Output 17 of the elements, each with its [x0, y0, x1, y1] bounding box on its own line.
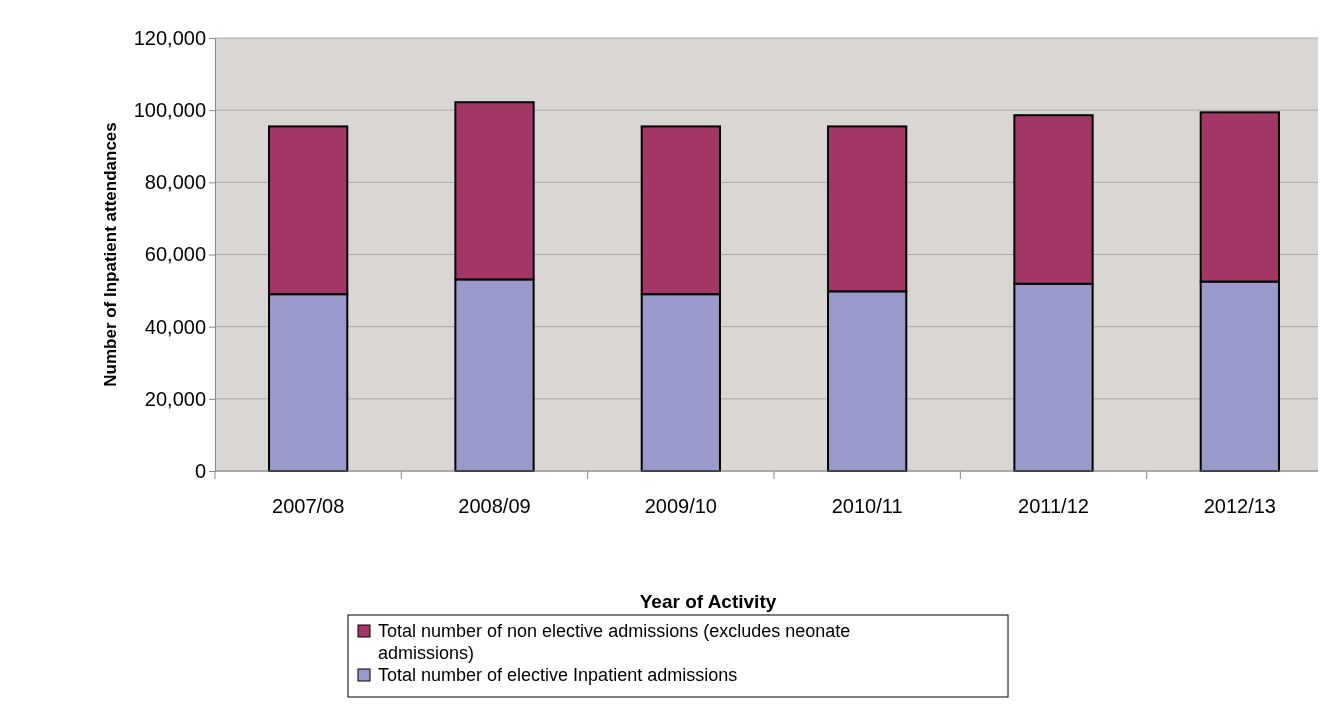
y-axis-title: Number of Inpatient attendances	[101, 122, 120, 387]
y-tick-label: 60,000	[144, 243, 206, 266]
x-tick-label: 2009/10	[644, 495, 717, 517]
y-tick-label: 80,000	[144, 171, 206, 194]
y-tick-label: 120,000	[133, 26, 206, 49]
y-tick-label: 40,000	[144, 315, 206, 338]
y-tick-label: 100,000	[133, 99, 206, 122]
y-tick-label: 20,000	[144, 387, 206, 410]
y-tick-label: 0	[194, 459, 206, 482]
legend-label: Total number of non elective admissions (excludes neonate admissions)	[378, 621, 851, 663]
x-tick-label: 2011/12	[1018, 495, 1089, 517]
x-tick-label: 2008/09	[458, 495, 531, 517]
x-tick-label: 2010/11	[831, 495, 903, 517]
x-tick-label: 2007/08	[272, 495, 345, 517]
x-tick-label: 2012/13	[1203, 495, 1276, 517]
x-axis-title: Year of Activity	[639, 591, 777, 612]
legend-label: Total number of elective Inpatient admissions	[378, 665, 738, 685]
